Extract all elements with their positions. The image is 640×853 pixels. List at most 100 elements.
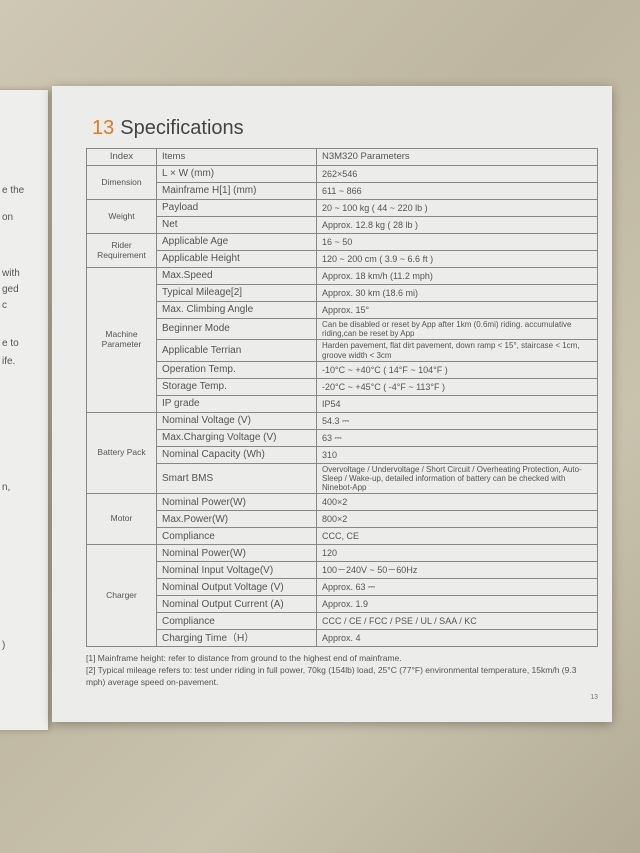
footnotes: [1] Mainframe height: refer to distance … (86, 653, 598, 689)
table-row: IP grade IP54 (87, 394, 598, 413)
item-value: IP54 (316, 394, 598, 413)
item-value: Approx. 63 ⎓ (316, 578, 598, 597)
left-page-text: on (2, 212, 14, 223)
table-row: Applicable Terrian Harden pavement, flat … (87, 339, 598, 362)
item-name: Nominal Output Current (A) (156, 595, 317, 614)
table-row: Motor Nominal Power(W) 400×2 (86, 493, 598, 546)
item-name: Payload (156, 199, 317, 217)
section-title-text: Specifications (120, 117, 244, 139)
item-value: -10°C ~ +40°C ( 14°F ~ 104°F ) (316, 360, 598, 379)
left-page-text: n, (2, 482, 11, 493)
item-name: Smart BMS (156, 462, 317, 495)
item-name: Compliance (156, 527, 317, 546)
item-name: Applicable Terrian (156, 339, 317, 362)
left-page-text: ife. (2, 356, 16, 367)
item-value: 120 (316, 544, 598, 563)
table-row: Dimension L × W (mm) 262×546 (86, 165, 598, 200)
left-page-text: e to (2, 338, 19, 349)
item-name: Applicable Height (156, 250, 317, 268)
table-row: Battery Pack Nominal Voltage (V) 54.3 ⎓ (86, 411, 598, 495)
item-name: Beginner Mode (156, 317, 317, 341)
item-name: Mainframe H[1] (mm) (156, 182, 317, 200)
left-page-text: ged (2, 284, 19, 295)
table-row: Charging Time（H） Approx. 4 (87, 629, 598, 648)
table-row: Max.Power(W) 800×2 (87, 510, 598, 529)
item-value: Approx. 1.9 (316, 595, 598, 614)
table-row: Net Approx. 12.8 kg ( 28 lb ) (87, 216, 598, 234)
item-name: IP grade (156, 394, 317, 413)
item-name: Max. Climbing Angle (156, 301, 317, 319)
item-value: 63 ⎓ (316, 428, 598, 447)
item-value: CCC / CE / FCC / PSE / UL / SAA / KC (316, 612, 598, 631)
table-row: Nominal Output Current (A) Approx. 1.9 (87, 595, 598, 614)
table-header-row: Index Items N3M320 Parameters (86, 148, 598, 166)
table-row: Beginner Mode Can be disabled or reset by… (87, 317, 598, 341)
group-label: Battery Pack (86, 411, 157, 495)
item-name: Charging Time（H） (156, 629, 317, 648)
item-value: Overvoltage / Undervoltage / Short Circu… (316, 462, 598, 495)
left-page-text: ) (2, 640, 6, 651)
table-row: Compliance CCC / CE / FCC / PSE / UL / SA… (87, 612, 598, 631)
item-name: Operation Temp. (156, 360, 317, 379)
item-name: Compliance (156, 612, 317, 631)
table-row: Rider Requirement Applicable Age 16 ~ 50 (86, 233, 598, 268)
table-row: Max. Climbing Angle Approx. 15° (87, 301, 598, 319)
header-items: Items (156, 148, 317, 166)
table-row: Max.Charging Voltage (V) 63 ⎓ (87, 428, 598, 447)
table-row: Weight Payload 20 ~ 100 kg ( 44 ~ 220 lb ) (86, 199, 598, 234)
item-value: 400×2 (316, 493, 598, 512)
item-name: Applicable Age (156, 233, 317, 251)
item-value: Harden pavement, flat dirt pavement, dow… (316, 339, 598, 362)
table-row: Nominal Input Voltage(V) 100－240V ~ 50－60… (87, 561, 598, 580)
item-name: Nominal Voltage (V) (156, 411, 317, 430)
group-label: Dimension (86, 165, 157, 200)
section-title: 13 Specifications (92, 116, 598, 140)
group-label: Charger (86, 544, 157, 648)
item-name: Max.Power(W) (156, 510, 317, 529)
table-row: Nominal Output Voltage (V) Approx. 63 ⎓ (87, 578, 598, 597)
item-value: 262×546 (316, 165, 598, 183)
item-value: Approx. 4 (316, 629, 598, 648)
item-value: 800×2 (316, 510, 598, 529)
footnote: [1] Mainframe height: refer to distance … (86, 653, 402, 664)
item-value: Approx. 15° (316, 301, 598, 319)
table-row: Applicable Height 120 ~ 200 cm ( 3.9 ~ 6.… (87, 250, 598, 268)
item-value: Approx. 12.8 kg ( 28 lb ) (316, 216, 598, 234)
section-number: 13 (92, 117, 115, 139)
table-row: Storage Temp. -20°C ~ +45°C ( -4°F ~ 113°… (87, 377, 598, 396)
item-value: 20 ~ 100 kg ( 44 ~ 220 lb ) (316, 199, 598, 217)
item-value: Can be disabled or reset by App after 1k… (316, 317, 598, 341)
specifications-table: Index Items N3M320 Parameters Dimension L… (86, 148, 598, 648)
item-value: Approx. 18 km/h (11.2 mph) (316, 267, 598, 285)
item-value: 16 ~ 50 (316, 233, 598, 251)
item-name: Typical Mileage[2] (156, 284, 317, 302)
page-number: 13 (590, 693, 598, 701)
item-name: Storage Temp. (156, 377, 317, 396)
left-page-text: c (2, 300, 7, 311)
manual-page: 13 Specifications Index Items N3M320 Para… (52, 86, 612, 722)
table-row: Compliance CCC, CE (87, 527, 598, 546)
item-value: 54.3 ⎓ (316, 411, 598, 430)
table-row: Machine Parameter Max.Speed Approx. 18 km/… (86, 267, 598, 413)
item-value: CCC, CE (316, 527, 598, 546)
item-value: 120 ~ 200 cm ( 3.9 ~ 6.6 ft ) (316, 250, 598, 268)
item-value: 310 (316, 445, 598, 464)
left-page-text: with (2, 268, 20, 279)
item-name: Nominal Output Voltage (V) (156, 578, 317, 597)
table-row: Typical Mileage[2] Approx. 30 km (18.6 mi… (87, 284, 598, 302)
item-value: Approx. 30 km (18.6 mi) (316, 284, 598, 302)
table-row: Mainframe H[1] (mm) 611 ~ 866 (87, 182, 598, 200)
item-name: Max.Charging Voltage (V) (156, 428, 317, 447)
item-name: L × W (mm) (156, 165, 317, 183)
item-name: Max.Speed (156, 267, 317, 285)
item-value: -20°C ~ +45°C ( -4°F ~ 113°F ) (316, 377, 598, 396)
table-row: Charger Nominal Power(W) 120 (86, 544, 598, 648)
item-name: Nominal Capacity (Wh) (156, 445, 317, 464)
group-label: Rider Requirement (86, 233, 157, 268)
group-label: Motor (86, 493, 157, 546)
item-value: 611 ~ 866 (316, 182, 598, 200)
header-parameters: N3M320 Parameters (316, 148, 598, 166)
footnote: [2] Typical mileage refers to: test unde… (86, 665, 577, 688)
item-name: Nominal Input Voltage(V) (156, 561, 317, 580)
group-label: Machine Parameter (86, 267, 157, 413)
